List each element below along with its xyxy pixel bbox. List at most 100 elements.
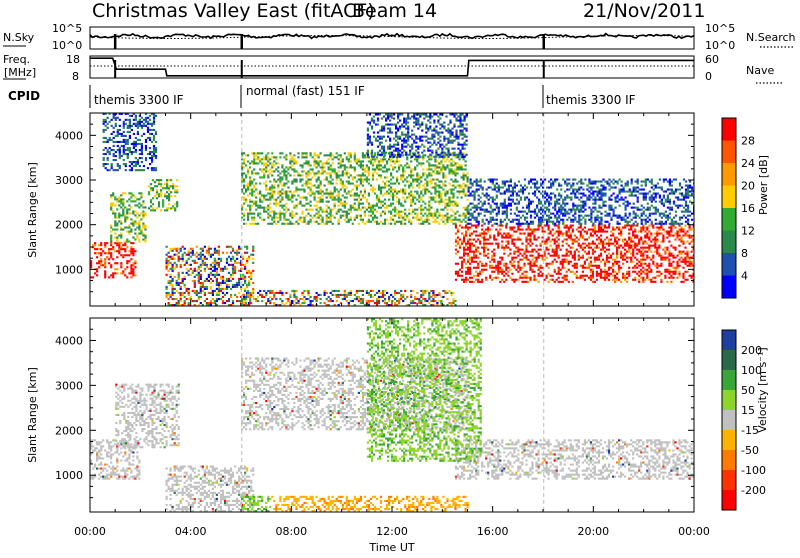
power-cell-4298 xyxy=(525,247,527,249)
power-cell-450 xyxy=(123,139,125,141)
power-cell-729 xyxy=(170,195,172,197)
power-cell-2894 xyxy=(402,154,404,156)
power-cell-2125 xyxy=(301,166,303,168)
power-cell-3782 xyxy=(447,138,449,140)
power-cell-1135 xyxy=(224,288,226,290)
power-cell-144 xyxy=(132,250,134,252)
power-cell-335 xyxy=(103,165,105,167)
power-cell-805 xyxy=(172,266,174,268)
noise-left-tick-bottom: 10^0 xyxy=(52,39,82,52)
power-cell-1222 xyxy=(238,246,240,248)
power-cell-451 xyxy=(123,135,125,137)
power-cell-968 xyxy=(200,288,202,290)
power-cell-4592 xyxy=(576,267,578,269)
power-cell-161 xyxy=(110,204,112,206)
power-cell-3167 xyxy=(438,162,440,164)
power-cell-1162 xyxy=(228,256,230,258)
power-cell-1011 xyxy=(206,288,208,290)
power-cell-3413 xyxy=(371,128,373,130)
power-cell-493 xyxy=(129,123,131,125)
power-cell-2658 xyxy=(372,205,374,207)
power-cell-3119 xyxy=(434,219,436,221)
power-cell-593 xyxy=(147,131,149,133)
power-cell-2791 xyxy=(390,203,392,205)
power-cell-3510 xyxy=(393,146,395,148)
power-cell-1353 xyxy=(269,296,271,298)
power-cell-4314 xyxy=(527,227,529,229)
power-cell-2578 xyxy=(362,219,364,221)
power-cell-838 xyxy=(178,282,180,284)
power-cell-3382 xyxy=(467,199,469,201)
power-cell-3011 xyxy=(420,223,422,225)
power-cell-4776 xyxy=(604,239,606,241)
power-cell-1258 xyxy=(244,268,246,270)
power-cell-1093 xyxy=(218,298,220,300)
power-cell-3536 xyxy=(397,128,399,130)
power-cell-4578 xyxy=(574,267,576,269)
power-cell-266 xyxy=(132,223,134,225)
power-cell-1039 xyxy=(210,278,212,280)
power-cell-4304 xyxy=(527,281,529,283)
power-cell-578 xyxy=(145,159,147,161)
power-cell-4670 xyxy=(590,265,592,267)
power-cell-3258 xyxy=(450,201,452,203)
power-cell-2859 xyxy=(398,168,400,170)
power-cell-4564 xyxy=(570,225,572,227)
power-cell-115 xyxy=(126,266,128,268)
power-cell-2703 xyxy=(378,199,380,201)
power-cell-803 xyxy=(172,270,174,272)
power-cell-36 xyxy=(102,264,104,266)
power-cell-4540 xyxy=(566,227,568,229)
power-cell-675 xyxy=(156,207,158,209)
power-cell-3345 xyxy=(463,219,465,221)
power-cell-1109 xyxy=(218,246,220,248)
power-cell-484 xyxy=(129,161,131,163)
power-cell-2048 xyxy=(289,158,291,160)
power-cell-1831 xyxy=(263,211,265,213)
power-cell-1717 xyxy=(247,205,249,207)
power-cell-2311 xyxy=(326,162,328,164)
power-cell-721 xyxy=(168,197,170,199)
power-cell-4735 xyxy=(598,225,600,227)
power-cell-379 xyxy=(111,167,113,169)
power-cell-293 xyxy=(138,229,140,231)
power-cell-3120 xyxy=(434,215,436,217)
power-cell-479 xyxy=(127,125,129,127)
power-cell-2122 xyxy=(301,179,303,181)
power-cell-2023 xyxy=(285,156,287,158)
power-cell-1454 xyxy=(334,290,336,292)
power-cell-2110 xyxy=(299,181,301,183)
power-cell-4768 xyxy=(604,271,606,273)
power-cell-4679 xyxy=(592,281,594,283)
power-cell-346 xyxy=(103,121,105,123)
power-cell-1056 xyxy=(212,266,214,268)
power-cell-3845 xyxy=(459,122,461,124)
power-cell-558 xyxy=(141,169,143,171)
power-cell-1253 xyxy=(244,288,246,290)
power-cell-4329 xyxy=(529,235,531,237)
power-cell-873 xyxy=(182,246,184,248)
power-cell-2180 xyxy=(310,201,312,203)
power-cell-4284 xyxy=(523,263,525,265)
power-cell-3814 xyxy=(453,116,455,118)
power-cell-81 xyxy=(116,268,118,270)
power-cell-1606 xyxy=(422,294,424,296)
power-cell-4185 xyxy=(505,241,507,243)
power-cell-3853 xyxy=(462,146,464,148)
power-cell-218 xyxy=(122,212,124,214)
noise-left-tick-top: 10^5 xyxy=(52,22,82,35)
power-cell-4600 xyxy=(578,259,580,261)
power-cell-1781 xyxy=(255,223,257,225)
power-cell-3800 xyxy=(451,142,453,144)
power-cell-101 xyxy=(122,272,124,274)
power-cell-2118 xyxy=(301,205,303,207)
power-cell-3567 xyxy=(403,126,405,128)
power-cell-3714 xyxy=(433,122,435,124)
power-cell-1574 xyxy=(400,290,402,292)
power-cell-3640 xyxy=(417,124,419,126)
power-cell-2865 xyxy=(400,221,402,223)
power-cell-1712 xyxy=(245,154,247,156)
power-cell-616 xyxy=(151,155,153,157)
power-cell-217 xyxy=(122,214,124,216)
power-cell-2206 xyxy=(314,195,316,197)
